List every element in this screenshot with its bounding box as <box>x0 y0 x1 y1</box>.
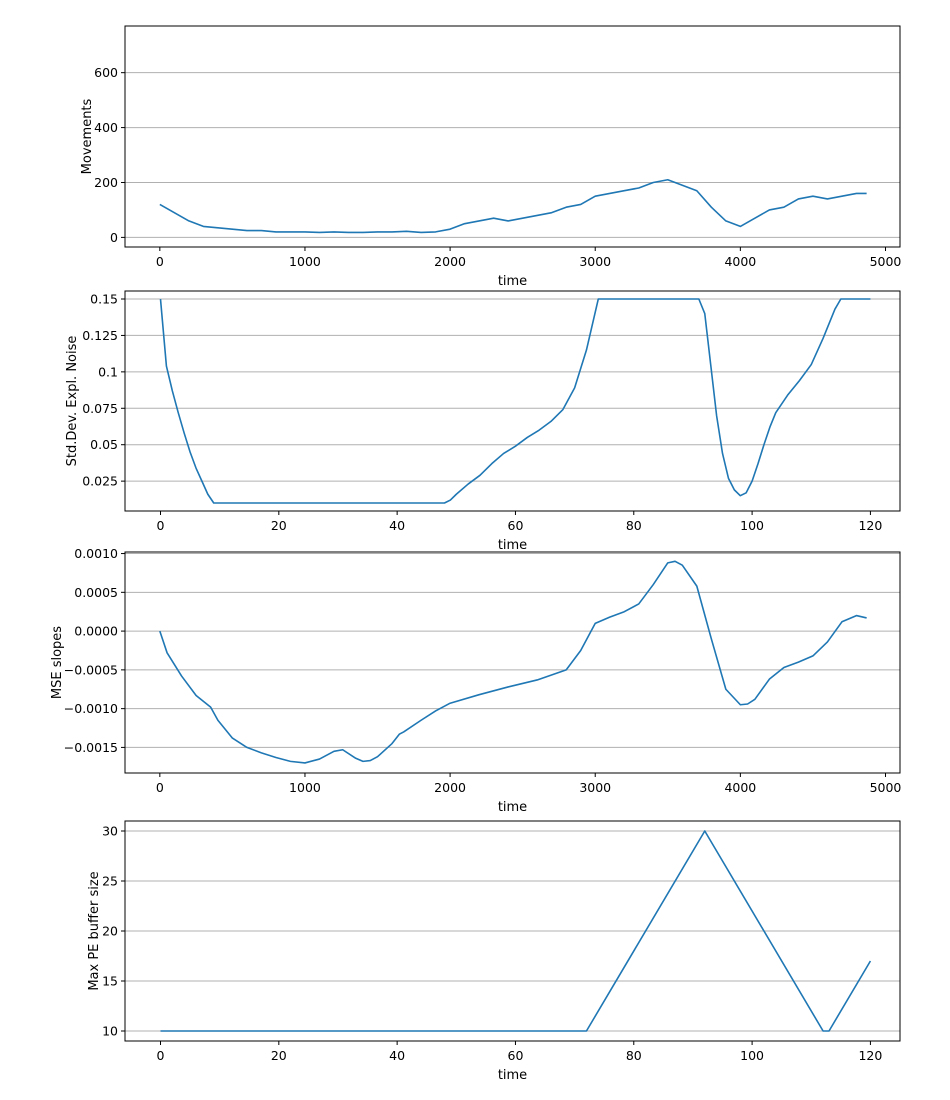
y-axis-label: Movements <box>80 98 95 174</box>
x-tick-label: 60 <box>508 1048 524 1063</box>
x-tick-label: 4000 <box>724 780 756 795</box>
x-tick-label: 4000 <box>724 254 756 269</box>
y-tick-label: 20 <box>102 924 118 939</box>
series-line <box>160 830 872 1032</box>
x-tick-label: 120 <box>858 1048 882 1063</box>
series-line <box>159 178 867 234</box>
x-tick-label: 2000 <box>434 254 466 269</box>
y-tick-label: 0.0005 <box>74 585 118 600</box>
x-tick-label: 20 <box>271 1048 287 1063</box>
x-tick-label: 5000 <box>870 254 902 269</box>
y-axis-label: MSE slopes <box>50 626 65 699</box>
plot-frame <box>124 290 901 512</box>
series-line <box>159 298 871 504</box>
x-tick-label: 20 <box>271 518 287 533</box>
y-axis-label: Max PE buffer size <box>87 871 102 990</box>
x-axis-label: time <box>498 538 527 553</box>
x-tick-label: 0 <box>156 780 164 795</box>
chart-2: 0 20 40 60 80 100 120 0.025 0.05 0.075 0.1 0.125 0.1… <box>65 290 901 553</box>
x-tick-label: 3000 <box>579 254 611 269</box>
x-axis-label: time <box>498 1068 527 1083</box>
x-tick-label: 1000 <box>289 780 321 795</box>
chart-1: 0 1000 2000 3000 4000 5000 0 200 400 600 time Movem… <box>80 25 902 289</box>
y-tick-label: 0.05 <box>90 437 118 452</box>
y-tick-label: 10 <box>102 1024 118 1039</box>
x-tick-label: 3000 <box>579 780 611 795</box>
x-tick-label: 100 <box>740 1048 764 1063</box>
y-tick-label: 25 <box>102 874 118 889</box>
y-tick-label: 15 <box>102 974 118 989</box>
y-tick-label: −0.0005 <box>64 662 118 677</box>
plot-frame <box>124 551 901 774</box>
y-tick-label: 0.15 <box>90 292 118 307</box>
x-tick-label: 120 <box>858 518 882 533</box>
x-tick-label: 80 <box>626 1048 642 1063</box>
y-tick-label: 600 <box>94 65 118 80</box>
y-tick-label: 400 <box>94 120 118 135</box>
y-tick-label: 0.0010 <box>74 546 118 561</box>
y-tick-label: 0.025 <box>82 474 118 489</box>
y-axis-label: Std.Dev. Expl. Noise <box>65 336 80 467</box>
y-tick-label: 0.0000 <box>74 624 118 639</box>
y-tick-label: −0.0010 <box>64 701 118 716</box>
y-tick-label: 200 <box>94 175 118 190</box>
x-axis-label: time <box>498 800 527 815</box>
x-tick-label: 40 <box>389 518 405 533</box>
y-tick-label: 0.1 <box>98 364 118 379</box>
x-tick-label: 40 <box>389 1048 405 1063</box>
chart-4: 0 20 40 60 80 100 120 10 15 20 25 30 time Max PE buff… <box>87 820 901 1083</box>
x-tick-label: 2000 <box>434 780 466 795</box>
chart-3: 0 1000 2000 3000 4000 5000 −0.0015 −0.0010 −0.00… <box>50 546 901 815</box>
x-tick-label: 80 <box>626 518 642 533</box>
y-tick-label: −0.0015 <box>64 740 118 755</box>
x-tick-label: 0 <box>156 254 164 269</box>
x-tick-label: 100 <box>740 518 764 533</box>
y-tick-label: 0.125 <box>82 328 118 343</box>
series-line <box>159 560 867 764</box>
y-tick-label: 0.075 <box>82 401 118 416</box>
x-axis-label: time <box>498 274 527 289</box>
plot-frame <box>124 25 901 248</box>
x-tick-label: 0 <box>157 518 165 533</box>
x-tick-label: 60 <box>508 518 524 533</box>
x-tick-label: 5000 <box>870 780 902 795</box>
y-tick-label: 0 <box>110 230 118 245</box>
y-tick-label: 30 <box>102 824 118 839</box>
x-tick-label: 0 <box>157 1048 165 1063</box>
x-tick-label: 1000 <box>289 254 321 269</box>
